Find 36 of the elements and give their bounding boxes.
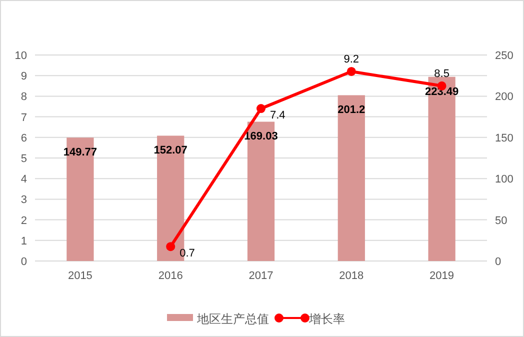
legend-label: 地区生产总值	[196, 312, 269, 326]
y-tick-label: 7	[20, 112, 27, 124]
legend-label: 增长率	[308, 312, 345, 326]
data-label: 7.4	[270, 110, 286, 122]
y-tick-label: 0	[20, 256, 27, 268]
y2-tick-label: 0	[495, 256, 502, 268]
y2-tick-label: 100	[495, 174, 514, 186]
y-tick-label: 1	[20, 235, 27, 248]
y2-tick-label: 150	[495, 132, 514, 144]
y2-tick-label: 200	[495, 91, 514, 104]
data-label: 152.07	[154, 144, 188, 157]
bar	[338, 95, 365, 261]
y-tick-label: 10	[14, 50, 27, 62]
data-label: 201.2	[338, 104, 366, 116]
data-label: 9.2	[344, 53, 360, 66]
x-tick-label: 2015	[68, 270, 92, 282]
x-tick-label: 2018	[339, 270, 364, 282]
y-tick-label: 8	[20, 91, 27, 104]
point	[346, 66, 356, 76]
data-label: 169.03	[244, 130, 278, 143]
y-tick-label: 2	[20, 214, 27, 227]
x-tick-label: 2016	[158, 270, 183, 282]
y-tick-label: 9	[20, 70, 27, 83]
x-tick-label: 2019	[430, 270, 454, 282]
y2-tick-label: 250	[495, 50, 514, 62]
y-tick-label: 6	[20, 132, 27, 144]
y-tick-label: 4	[20, 174, 27, 186]
data-label: 0.7	[180, 248, 195, 260]
y2-tick-label: 50	[495, 214, 508, 227]
data-label: 8.5	[434, 68, 450, 80]
y-tick-label: 5	[20, 153, 27, 165]
data-label: 149.77	[63, 146, 98, 159]
point	[166, 242, 176, 252]
y-tick-label: 3	[20, 194, 27, 206]
point	[256, 104, 266, 114]
x-tick-label: 2017	[248, 270, 274, 282]
